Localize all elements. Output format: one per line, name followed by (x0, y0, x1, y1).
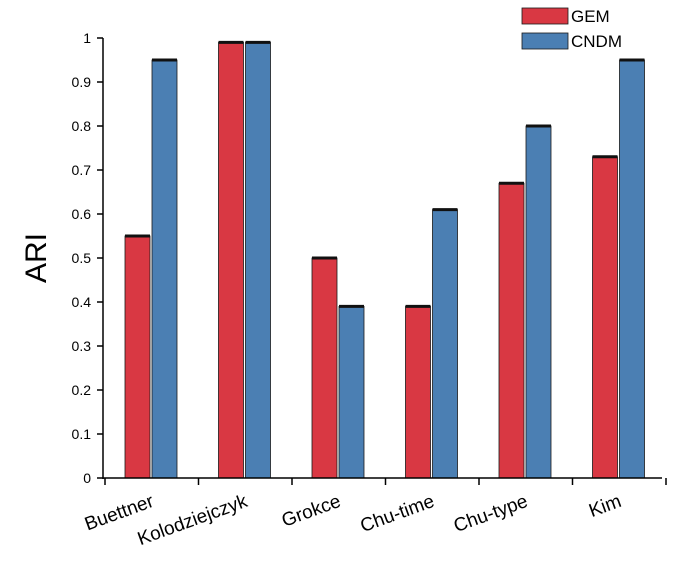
bar-cndm (151, 59, 178, 479)
y-axis-label: ARI (20, 233, 53, 283)
legend-swatch-cndm (521, 32, 569, 50)
bar-gem (592, 156, 618, 479)
bars (124, 40, 645, 479)
y-tick-label: 0.9 (72, 74, 92, 90)
y-tick-label: 0 (83, 470, 91, 486)
y-tick-label: 0.7 (72, 162, 92, 178)
bar-gem (498, 182, 525, 479)
bar-cndm (619, 59, 645, 479)
legend-label-gem: GEM (571, 7, 610, 26)
x-category-label: Kim (586, 491, 624, 522)
x-category-label: Chu-time (358, 491, 438, 537)
y-tick-label: 0.8 (72, 118, 92, 134)
x-category-label: Grokce (279, 491, 344, 532)
legend-swatch-gem (521, 7, 569, 25)
bar-cndm (432, 209, 458, 479)
bar-gem (405, 305, 431, 479)
bar-gem (218, 42, 244, 479)
x-category-label: Chu-type (451, 491, 531, 537)
bar-gem (311, 257, 338, 479)
y-tick-label: 0.4 (72, 294, 92, 310)
y-tick-label: 0.6 (72, 206, 92, 222)
bar-cndm (245, 42, 271, 479)
bar-gem (124, 235, 151, 479)
legend: GEM CNDM (521, 7, 622, 51)
y-axis: 0 0.1 0.2 0.3 0.4 0.5 0.6 0.7 0.8 0.9 1 (72, 30, 104, 486)
y-tick-label: 0.1 (72, 426, 92, 442)
y-tick-label: 0.2 (72, 382, 92, 398)
legend-label-cndm: CNDM (571, 32, 622, 51)
bar-cndm (338, 305, 365, 479)
bar-cndm (525, 125, 552, 479)
y-tick-label: 0.3 (72, 338, 92, 354)
y-tick-label: 0.5 (72, 250, 92, 266)
y-tick-label: 1 (83, 30, 91, 46)
